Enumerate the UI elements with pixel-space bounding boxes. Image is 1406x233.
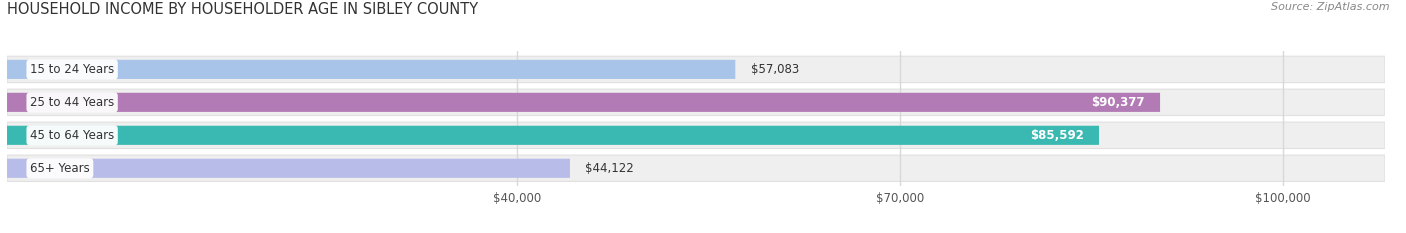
Text: 25 to 44 Years: 25 to 44 Years	[30, 96, 114, 109]
FancyBboxPatch shape	[7, 56, 1385, 82]
FancyBboxPatch shape	[7, 155, 1385, 182]
Text: 45 to 64 Years: 45 to 64 Years	[30, 129, 114, 142]
Text: 65+ Years: 65+ Years	[30, 162, 90, 175]
Text: 15 to 24 Years: 15 to 24 Years	[30, 63, 114, 76]
Text: $90,377: $90,377	[1091, 96, 1144, 109]
FancyBboxPatch shape	[7, 89, 1385, 116]
FancyBboxPatch shape	[7, 93, 1160, 112]
Text: $85,592: $85,592	[1029, 129, 1084, 142]
FancyBboxPatch shape	[7, 60, 735, 79]
Text: Source: ZipAtlas.com: Source: ZipAtlas.com	[1271, 2, 1389, 12]
FancyBboxPatch shape	[7, 159, 569, 178]
FancyBboxPatch shape	[7, 122, 1385, 148]
FancyBboxPatch shape	[7, 126, 1099, 145]
Text: HOUSEHOLD INCOME BY HOUSEHOLDER AGE IN SIBLEY COUNTY: HOUSEHOLD INCOME BY HOUSEHOLDER AGE IN S…	[7, 2, 478, 17]
Text: $57,083: $57,083	[751, 63, 799, 76]
Text: $44,122: $44,122	[585, 162, 634, 175]
